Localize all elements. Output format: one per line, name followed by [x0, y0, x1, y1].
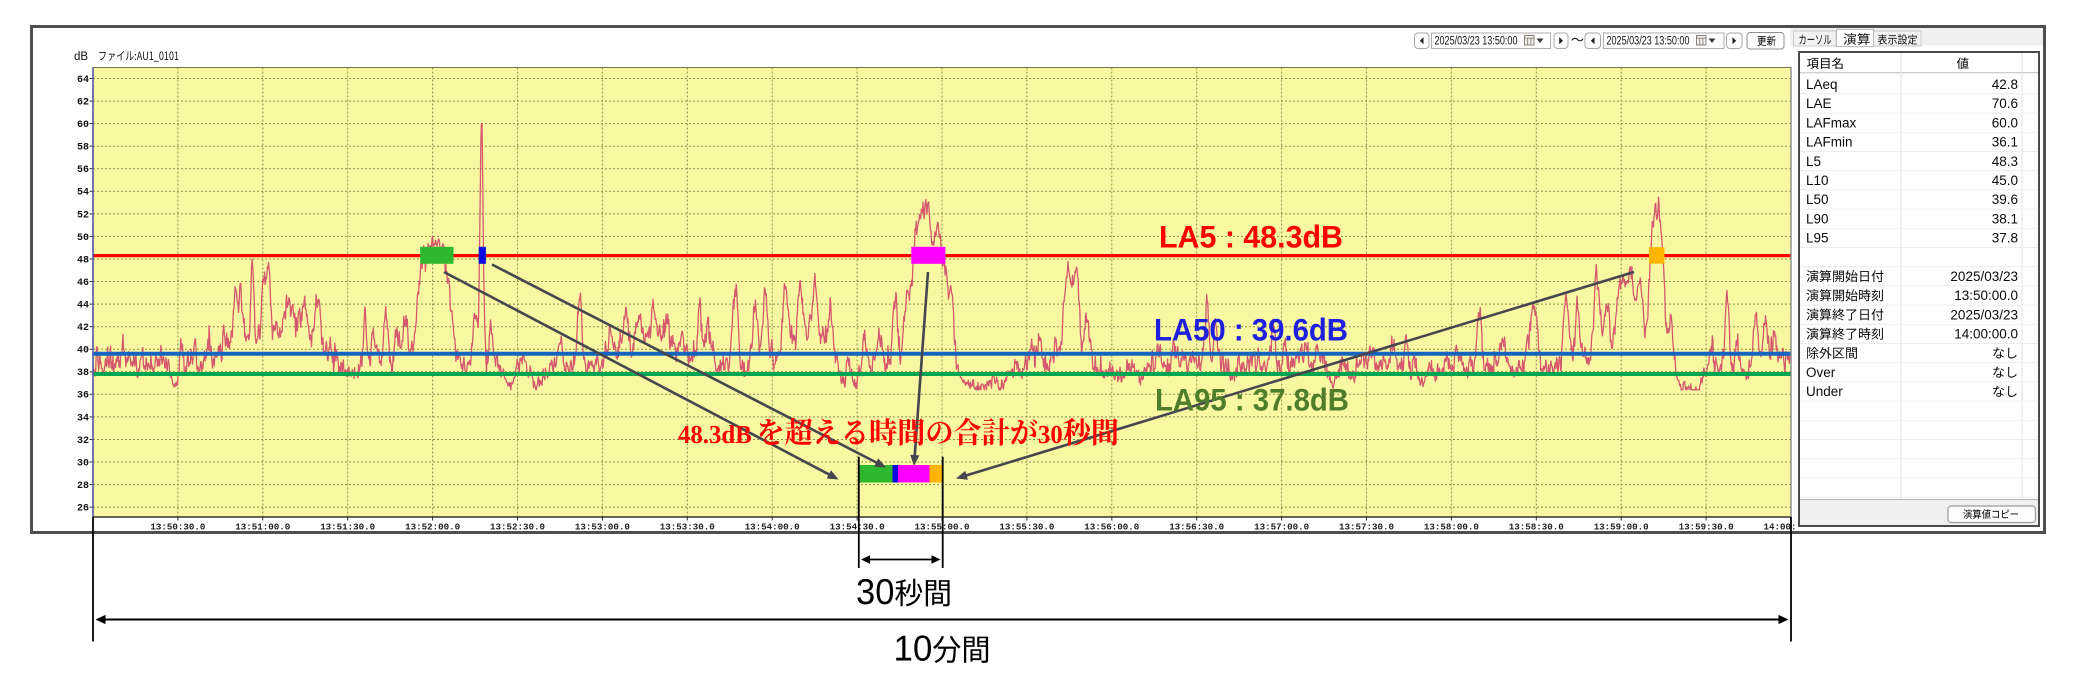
svg-text:60: 60: [77, 120, 89, 131]
svg-text:13:53:30.0: 13:53:30.0: [660, 522, 715, 533]
svg-text:60.0: 60.0: [1992, 115, 2018, 130]
svg-text:64: 64: [77, 75, 89, 86]
svg-text:38.1: 38.1: [1992, 211, 2018, 226]
svg-text:36.1: 36.1: [1992, 135, 2018, 150]
svg-text:62: 62: [77, 98, 89, 109]
svg-text:36: 36: [77, 391, 89, 402]
svg-text:14:00:00.0: 14:00:00.0: [1764, 522, 1819, 533]
svg-text:dB: dB: [74, 51, 88, 63]
svg-text:LAeq: LAeq: [1806, 77, 1838, 92]
svg-text:L10: L10: [1806, 173, 1829, 188]
svg-text:13:54:00.0: 13:54:00.0: [745, 522, 800, 533]
svg-text:52: 52: [77, 210, 89, 221]
svg-text:13:51:00.0: 13:51:00.0: [235, 522, 290, 533]
svg-text:14:00:00.0: 14:00:00.0: [1954, 327, 2018, 342]
svg-text:13:56:00.0: 13:56:00.0: [1084, 522, 1139, 533]
svg-text:Over: Over: [1806, 365, 1836, 380]
svg-text:2025/03/23 13:50:00: 2025/03/23 13:50:00: [1607, 35, 1690, 47]
svg-text:30: 30: [77, 458, 89, 469]
svg-text:13:59:00.0: 13:59:00.0: [1594, 522, 1649, 533]
svg-text:13:55:30.0: 13:55:30.0: [999, 522, 1054, 533]
svg-text:38: 38: [77, 368, 89, 379]
svg-text:13:54:30.0: 13:54:30.0: [830, 522, 885, 533]
svg-text:13:59:30.0: 13:59:30.0: [1679, 522, 1734, 533]
svg-text:13:53:00.0: 13:53:00.0: [575, 522, 630, 533]
svg-text:37.8: 37.8: [1992, 231, 2018, 246]
svg-text:26: 26: [77, 504, 89, 515]
svg-text:42: 42: [77, 323, 89, 334]
svg-text:Under: Under: [1806, 384, 1843, 399]
svg-text:13:56:30.0: 13:56:30.0: [1169, 522, 1224, 533]
svg-text:13:57:00.0: 13:57:00.0: [1254, 522, 1309, 533]
svg-text:44: 44: [77, 301, 89, 312]
svg-text:LA5 : 48.3dB: LA5 : 48.3dB: [1159, 218, 1343, 254]
svg-text:13:58:00.0: 13:58:00.0: [1424, 522, 1479, 533]
svg-text:LAE: LAE: [1806, 96, 1832, 111]
svg-text:2025/03/23: 2025/03/23: [1950, 269, 2018, 284]
svg-text:28: 28: [77, 481, 89, 492]
svg-text:L95: L95: [1806, 231, 1829, 246]
svg-text:32: 32: [77, 436, 89, 447]
svg-text:L90: L90: [1806, 211, 1829, 226]
svg-text:34: 34: [77, 413, 89, 424]
svg-text:45.0: 45.0: [1992, 173, 2018, 188]
svg-text:LAFmax: LAFmax: [1806, 115, 1857, 130]
svg-text:2025/03/23: 2025/03/23: [1950, 307, 2018, 322]
svg-text:48.3: 48.3: [1992, 154, 2018, 169]
svg-text:2025/03/23 13:50:00: 2025/03/23 13:50:00: [1435, 35, 1518, 47]
svg-text:56: 56: [77, 165, 89, 176]
svg-text:13:52:30.0: 13:52:30.0: [490, 522, 545, 533]
svg-text:13:57:30.0: 13:57:30.0: [1339, 522, 1394, 533]
svg-text:42.8: 42.8: [1992, 77, 2018, 92]
svg-text:L50: L50: [1806, 192, 1829, 207]
svg-text:39.6: 39.6: [1992, 192, 2018, 207]
svg-text:13:50:00.0: 13:50:00.0: [1954, 288, 2018, 303]
svg-text:13:52:00.0: 13:52:00.0: [405, 522, 460, 533]
svg-text:L5: L5: [1806, 154, 1821, 169]
svg-text:46: 46: [77, 278, 89, 289]
svg-text:40: 40: [77, 346, 89, 357]
svg-text:13:51:30.0: 13:51:30.0: [320, 522, 375, 533]
svg-text:50: 50: [77, 233, 89, 244]
svg-text:13:50:30.0: 13:50:30.0: [150, 522, 205, 533]
svg-text:LA50 : 39.6dB: LA50 : 39.6dB: [1154, 312, 1348, 348]
svg-text:13:58:30.0: 13:58:30.0: [1509, 522, 1564, 533]
svg-text:58: 58: [77, 143, 89, 154]
svg-text:70.6: 70.6: [1992, 96, 2018, 111]
svg-text:48: 48: [77, 255, 89, 266]
svg-text:LA95 : 37.8dB: LA95 : 37.8dB: [1155, 382, 1349, 418]
svg-text:54: 54: [77, 188, 89, 199]
svg-text:LAFmin: LAFmin: [1806, 135, 1853, 150]
